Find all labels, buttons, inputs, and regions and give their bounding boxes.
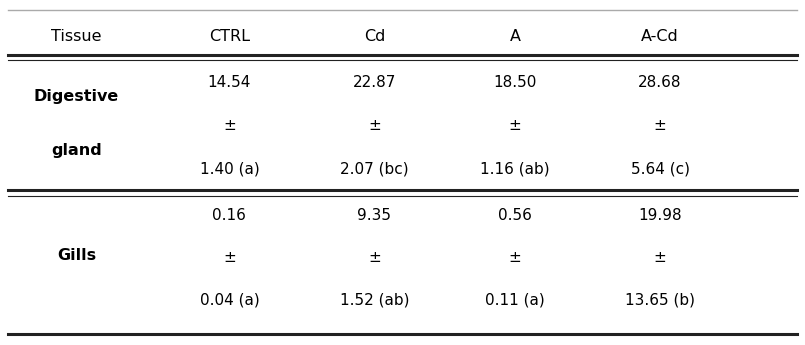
- Text: A: A: [510, 29, 521, 44]
- Text: 0.56: 0.56: [498, 208, 532, 223]
- Text: ±: ±: [654, 118, 667, 134]
- Text: 1.16 (ab): 1.16 (ab): [481, 161, 550, 177]
- Text: 0.11 (a): 0.11 (a): [485, 293, 545, 308]
- Text: Tissue: Tissue: [52, 29, 101, 44]
- Text: 5.64 (c): 5.64 (c): [630, 161, 690, 177]
- Text: 9.35: 9.35: [357, 208, 391, 223]
- Text: 0.16: 0.16: [213, 208, 246, 223]
- Text: 18.50: 18.50: [493, 75, 537, 90]
- Text: CTRL: CTRL: [209, 29, 250, 44]
- Text: 1.40 (a): 1.40 (a): [200, 161, 259, 177]
- Text: gland: gland: [51, 142, 102, 158]
- Text: 0.04 (a): 0.04 (a): [200, 293, 259, 308]
- Text: ±: ±: [654, 249, 667, 265]
- Text: ±: ±: [368, 249, 381, 265]
- Text: ±: ±: [368, 118, 381, 134]
- Text: ±: ±: [509, 249, 522, 265]
- Text: Gills: Gills: [57, 248, 96, 263]
- Text: ±: ±: [509, 118, 522, 134]
- Text: Cd: Cd: [364, 29, 385, 44]
- Text: 28.68: 28.68: [638, 75, 682, 90]
- Text: ±: ±: [223, 249, 236, 265]
- Text: A-Cd: A-Cd: [642, 29, 679, 44]
- Text: 19.98: 19.98: [638, 208, 682, 223]
- Text: 14.54: 14.54: [208, 75, 251, 90]
- Text: Digestive: Digestive: [34, 89, 119, 104]
- Text: 22.87: 22.87: [353, 75, 396, 90]
- Text: ±: ±: [223, 118, 236, 134]
- Text: 2.07 (bc): 2.07 (bc): [340, 161, 409, 177]
- Text: 1.52 (ab): 1.52 (ab): [340, 293, 409, 308]
- Text: 13.65 (b): 13.65 (b): [625, 293, 695, 308]
